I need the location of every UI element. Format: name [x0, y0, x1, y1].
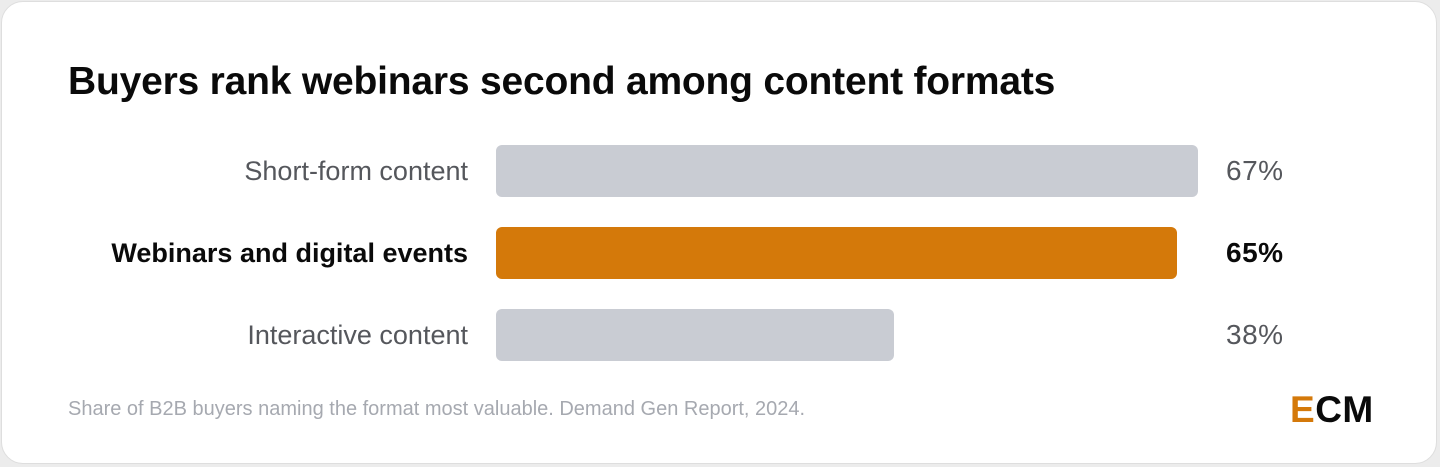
logo-accent-letter: E	[1290, 389, 1316, 430]
bar	[496, 145, 1198, 197]
category-label: Interactive content	[247, 320, 468, 350]
bar-row: Interactive content 38%	[2, 309, 1438, 361]
value-label: 67%	[1226, 155, 1284, 186]
brand-logo: ECM	[1290, 389, 1374, 431]
category-label: Webinars and digital events	[111, 238, 468, 268]
logo-rest: CM	[1315, 389, 1374, 430]
bar-row: Short-form content 67%	[2, 145, 1438, 197]
value-label: 38%	[1226, 319, 1284, 350]
value-label: 65%	[1226, 237, 1284, 268]
bar	[496, 227, 1177, 279]
bar-row: Webinars and digital events 65%	[2, 227, 1438, 279]
bar	[496, 309, 894, 361]
chart-title: Buyers rank webinars second among conten…	[68, 60, 1056, 103]
source-note: Share of B2B buyers naming the format mo…	[68, 398, 806, 420]
category-label: Short-form content	[244, 156, 468, 186]
